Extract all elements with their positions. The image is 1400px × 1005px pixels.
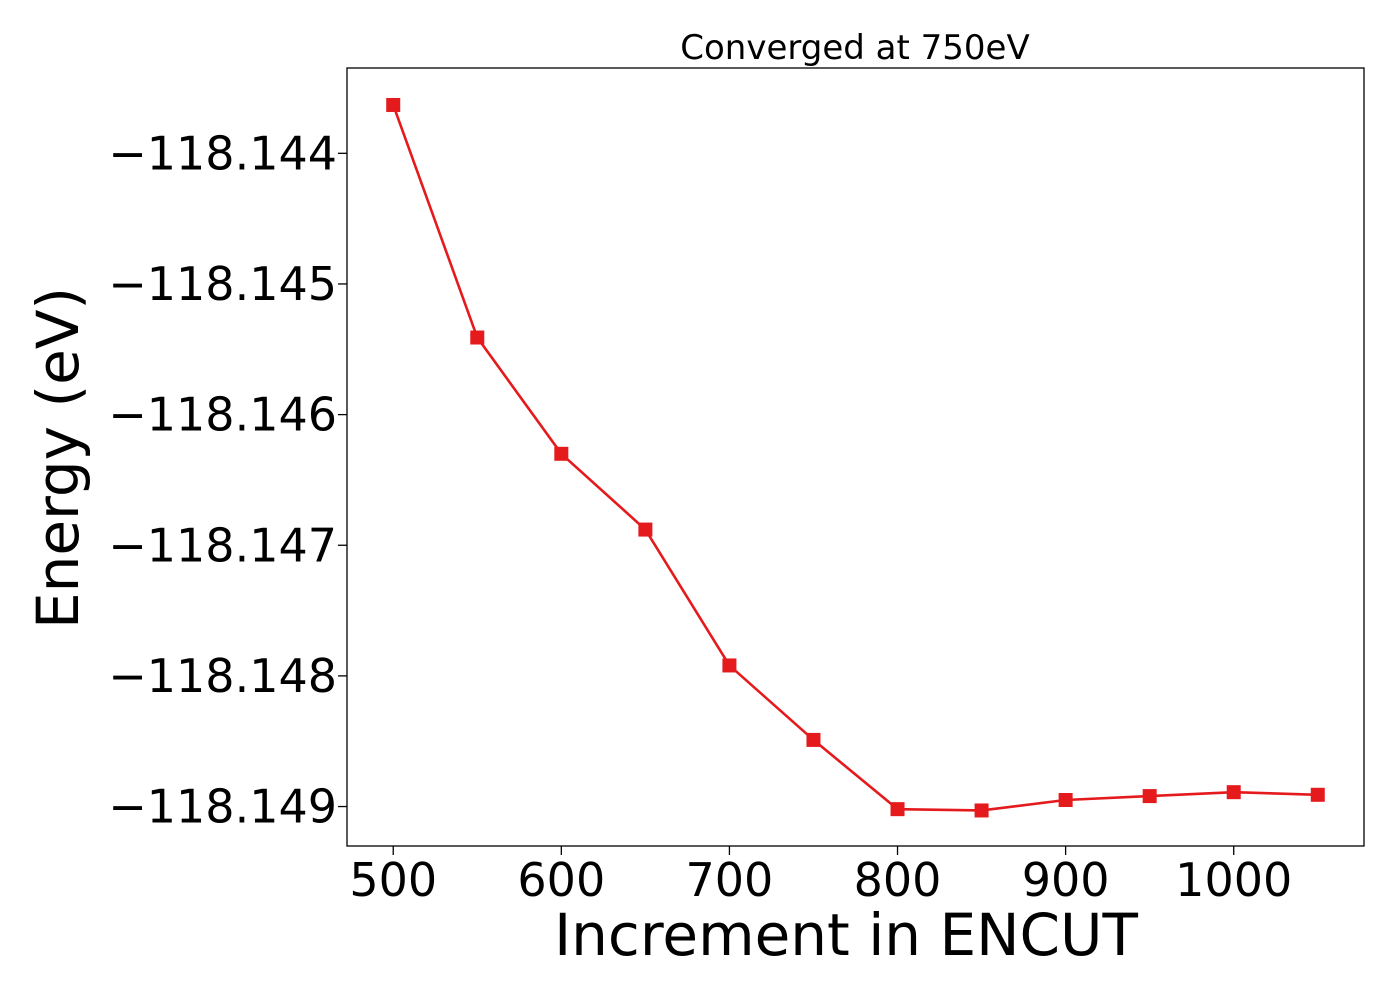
x-tick-label: 500 [349, 853, 437, 907]
data-point-marker [806, 732, 821, 747]
y-tick-label: −118.148 [108, 649, 337, 703]
y-tick-label: −118.146 [108, 388, 337, 442]
x-tick-label: 600 [517, 853, 605, 907]
y-axis-label: Energy (eV) [24, 287, 92, 629]
y-axis-ticks: −118.144 −118.145 −118.146 −118.147 −118.148… [108, 126, 347, 834]
data-point-marker [470, 330, 485, 345]
plot-area-frame [346, 67, 1365, 847]
data-point-marker [722, 658, 737, 673]
x-tick-label: 900 [1022, 853, 1110, 907]
data-point-marker [1226, 785, 1241, 800]
chart-title: Converged at 750eV [680, 28, 1029, 68]
y-tick-label: −118.147 [108, 518, 337, 572]
y-tick-label: −118.149 [108, 780, 337, 834]
data-point-marker [974, 803, 989, 818]
data-point-marker [554, 446, 569, 461]
data-point-marker [1142, 789, 1157, 804]
x-tick-label: 800 [854, 853, 942, 907]
data-point-marker [386, 97, 401, 112]
data-point-marker [890, 802, 905, 817]
x-tick-label: 1000 [1175, 853, 1292, 907]
plot-layer [386, 97, 1325, 818]
data-point-marker [1310, 787, 1325, 802]
y-tick-label: −118.144 [108, 126, 337, 180]
x-tick-label: 700 [686, 853, 774, 907]
y-tick-label: −118.145 [108, 257, 337, 311]
data-point-marker [638, 522, 653, 537]
x-axis-label: Increment in ENCUT [554, 901, 1138, 969]
data-point-marker [1058, 793, 1073, 808]
x-axis-ticks: 500 600 700 800 900 1000 [349, 846, 1292, 907]
series-line [392, 104, 1318, 812]
